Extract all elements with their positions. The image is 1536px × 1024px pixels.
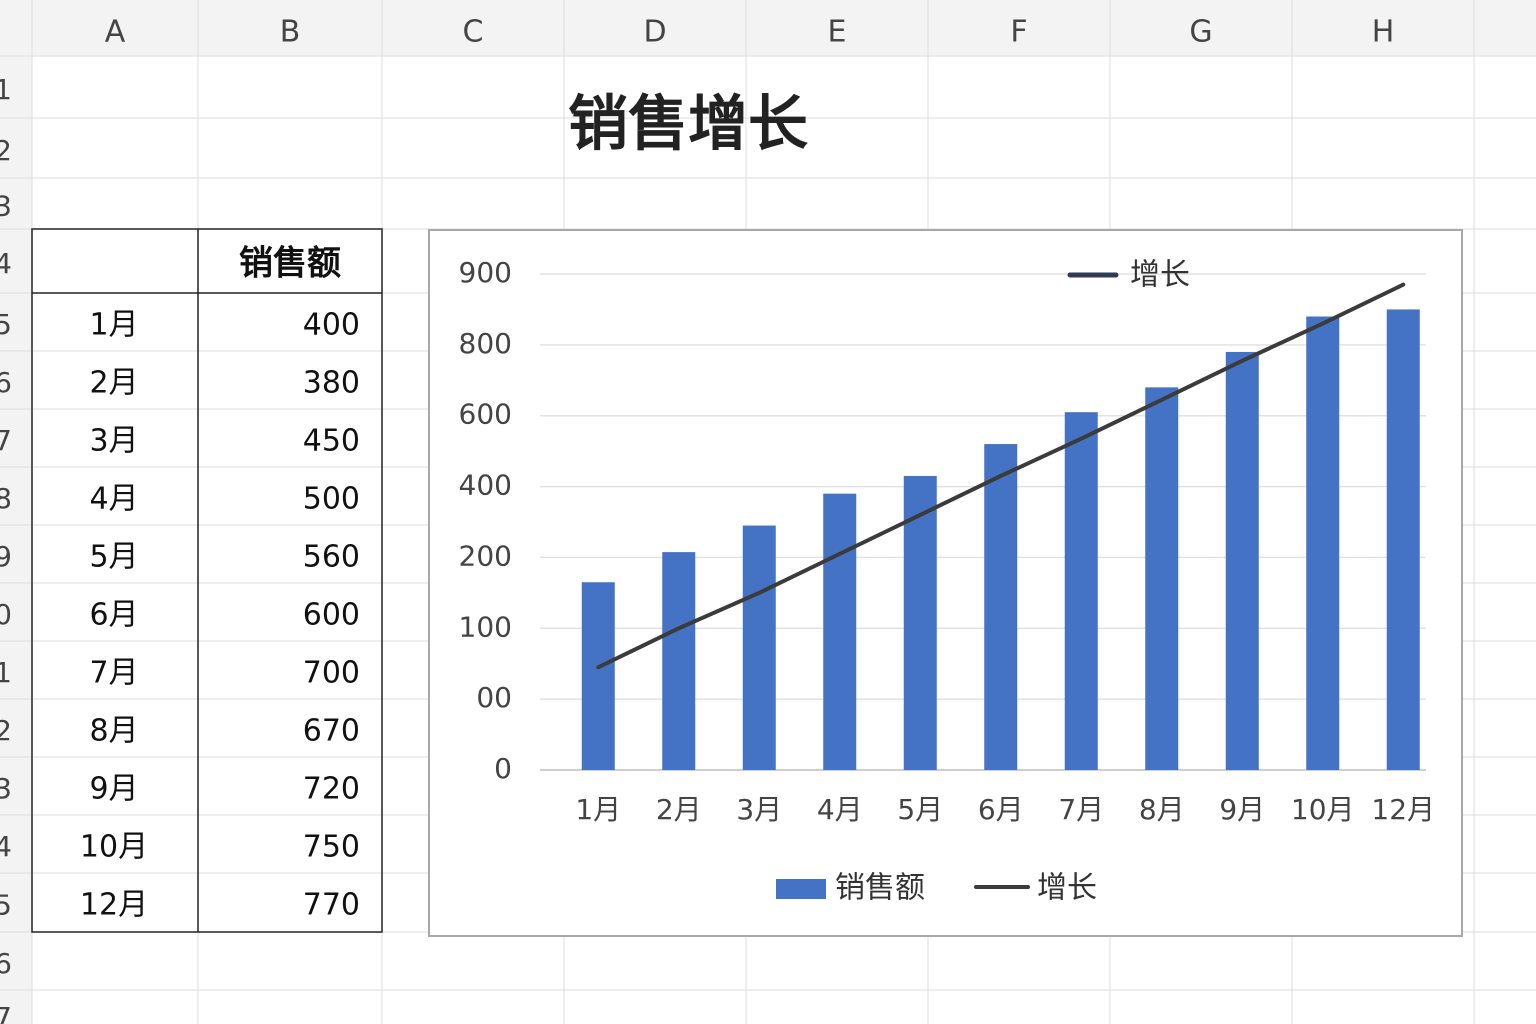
x-tick-label: 4月 xyxy=(817,793,863,826)
x-tick-label: 10月 xyxy=(1291,793,1355,826)
table-cell[interactable]: 10月 xyxy=(80,830,148,865)
column-header-bar xyxy=(0,0,1536,56)
row-header[interactable]: 17 xyxy=(0,1001,12,1024)
table-cell[interactable]: 5月 xyxy=(89,540,138,575)
row-header[interactable]: 9 xyxy=(0,540,12,573)
legend-label[interactable]: 销售额 xyxy=(835,871,925,906)
table-header: 销售额 xyxy=(239,244,341,284)
column-header[interactable]: D xyxy=(643,15,666,50)
column-header[interactable]: E xyxy=(828,15,847,50)
table-cell[interactable]: 9月 xyxy=(89,772,138,807)
row-header[interactable]: 8 xyxy=(0,482,12,515)
x-tick-label: 9月 xyxy=(1219,793,1265,826)
bar[interactable] xyxy=(984,444,1018,770)
row-header[interactable]: 4 xyxy=(0,247,12,280)
row-header-bar xyxy=(0,56,32,1024)
bar[interactable] xyxy=(823,493,857,770)
table-cell[interactable]: 750 xyxy=(303,830,360,865)
column-header[interactable]: G xyxy=(1189,15,1212,50)
table-cell[interactable]: 600 xyxy=(303,598,360,633)
table-cell[interactable]: 12月 xyxy=(80,888,148,923)
headers: ABCDEFGH1234567891011121314151617 xyxy=(0,15,1394,1024)
bar[interactable] xyxy=(662,552,696,770)
bar[interactable] xyxy=(1225,351,1259,770)
bar[interactable] xyxy=(742,525,776,770)
x-tick-label: 7月 xyxy=(1058,793,1104,826)
table-cell[interactable]: 700 xyxy=(303,656,360,691)
row-header[interactable]: 10 xyxy=(0,598,12,631)
row-header[interactable]: 1 xyxy=(0,73,12,106)
table-cell[interactable]: 770 xyxy=(303,888,360,923)
table-cell[interactable]: 1月 xyxy=(89,308,138,343)
y-tick-label: 900 xyxy=(459,256,512,289)
y-tick-label: 800 xyxy=(459,327,512,360)
x-tick-label: 5月 xyxy=(897,793,943,826)
row-header[interactable]: 6 xyxy=(0,366,12,399)
bar[interactable] xyxy=(1064,412,1098,770)
table-cell[interactable]: 6月 xyxy=(89,598,138,633)
table-cell[interactable]: 450 xyxy=(303,424,360,459)
table-cell[interactable]: 7月 xyxy=(89,656,138,691)
bar[interactable] xyxy=(1306,316,1340,770)
y-tick-label: 400 xyxy=(459,469,512,502)
table-cell[interactable]: 670 xyxy=(303,714,360,749)
x-tick-label: 6月 xyxy=(978,793,1024,826)
table-cell[interactable]: 8月 xyxy=(89,714,138,749)
row-header[interactable]: 14 xyxy=(0,830,12,863)
table-cell[interactable]: 500 xyxy=(303,482,360,517)
bar[interactable] xyxy=(1145,387,1179,770)
column-header[interactable]: B xyxy=(280,15,301,50)
row-header[interactable]: 3 xyxy=(0,190,12,223)
y-tick-label: 0 xyxy=(494,752,512,785)
table-cell[interactable]: 560 xyxy=(303,540,360,575)
row-header[interactable]: 16 xyxy=(0,947,12,980)
data-table: 销售额 1月 400 2月 380 3月 450 4月 500 5月 560 6月 600 7月 700 8月… xyxy=(31,228,383,933)
y-tick-label: 600 xyxy=(459,398,512,431)
bar[interactable] xyxy=(1386,309,1420,770)
y-tick-label: 100 xyxy=(459,610,512,643)
row-header[interactable]: 7 xyxy=(0,424,12,457)
sheet-title: 销售增长 xyxy=(568,90,808,160)
bar[interactable] xyxy=(581,582,615,770)
x-tick-label: 3月 xyxy=(736,793,782,826)
table-cell[interactable]: 380 xyxy=(303,366,360,401)
table-border xyxy=(31,228,383,933)
line[interactable] xyxy=(596,282,1406,670)
y-tick-label: 200 xyxy=(459,539,512,572)
table-cell[interactable]: 3月 xyxy=(89,424,138,459)
legend-swatch xyxy=(776,879,826,899)
x-tick-label: 8月 xyxy=(1139,793,1185,826)
row-header[interactable]: 11 xyxy=(0,656,12,689)
x-tick-label: 1月 xyxy=(575,793,621,826)
x-tick-label: 12月 xyxy=(1371,793,1435,826)
row-header[interactable]: 13 xyxy=(0,772,12,805)
row-header[interactable]: 12 xyxy=(0,714,12,747)
table-cell[interactable]: 4月 xyxy=(89,482,138,517)
table-cell[interactable]: 400 xyxy=(303,308,360,343)
row-header[interactable]: 15 xyxy=(0,889,12,922)
column-header[interactable]: C xyxy=(463,15,484,50)
legend-label[interactable]: 增长 xyxy=(1037,871,1097,906)
column-header[interactable]: F xyxy=(1010,15,1027,50)
y-tick-label: 00 xyxy=(476,681,512,714)
bar[interactable] xyxy=(903,475,937,770)
legend-label[interactable]: 增长 xyxy=(1130,258,1190,293)
row-header[interactable]: 2 xyxy=(0,134,12,167)
table-cell[interactable]: 720 xyxy=(303,772,360,807)
column-header[interactable]: A xyxy=(105,15,126,50)
table-cell[interactable]: 2月 xyxy=(89,366,138,401)
column-header[interactable]: H xyxy=(1372,15,1395,50)
row-header[interactable]: 5 xyxy=(0,308,12,341)
x-tick-label: 2月 xyxy=(656,793,702,826)
